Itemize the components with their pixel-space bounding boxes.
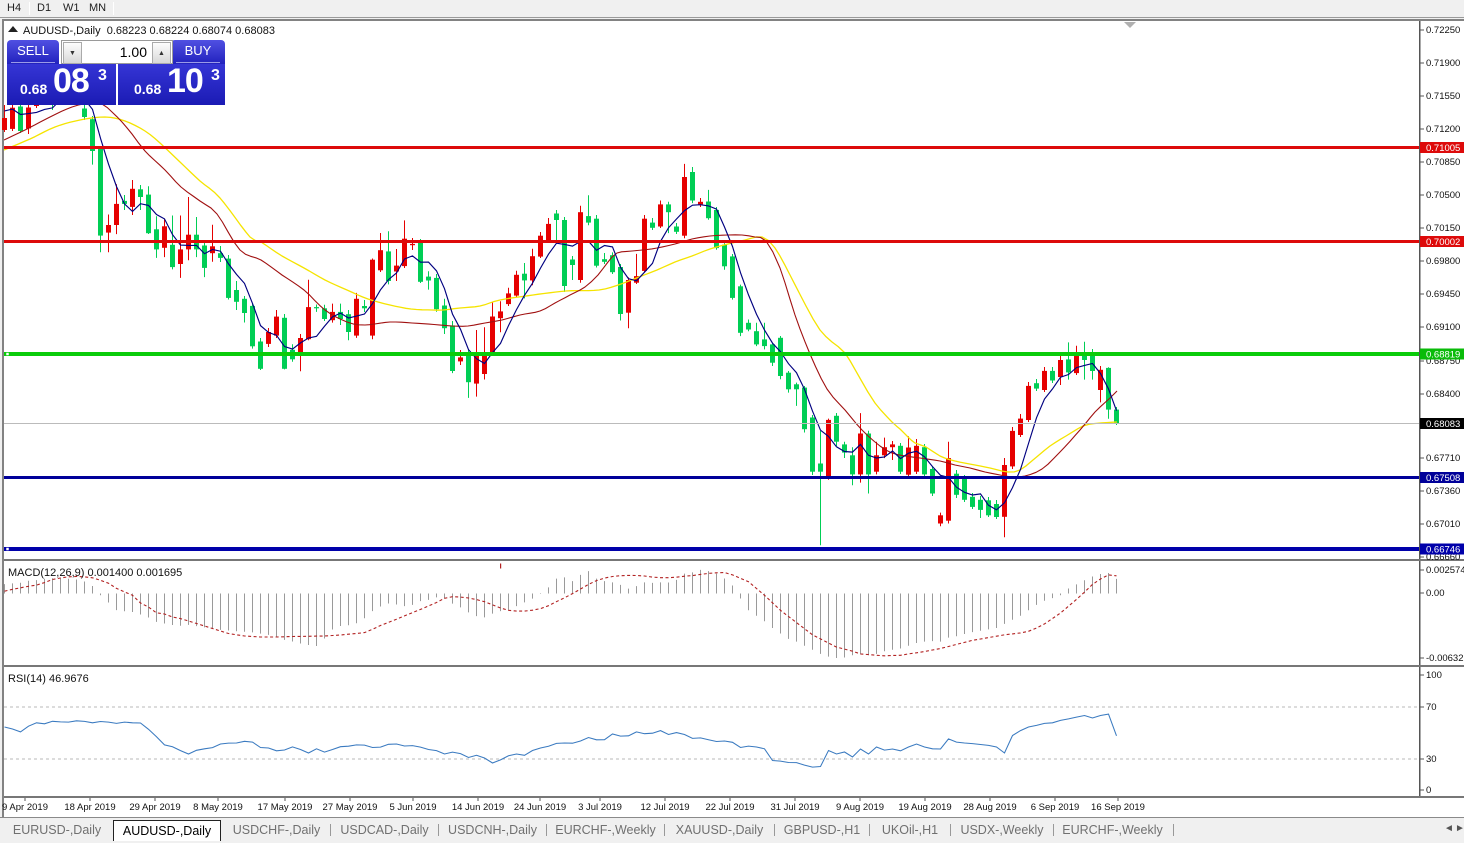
- svg-text:0.66746: 0.66746: [1426, 544, 1460, 555]
- svg-text:0.71900: 0.71900: [1426, 58, 1460, 69]
- svg-text:27 May 2019: 27 May 2019: [323, 802, 378, 813]
- svg-text:0.66660: 0.66660: [1426, 552, 1460, 563]
- svg-text:0.00: 0.00: [1426, 588, 1445, 599]
- svg-text:29 Apr 2019: 29 Apr 2019: [129, 802, 180, 813]
- svg-text:0.68083: 0.68083: [1426, 419, 1460, 430]
- svg-text:0.67360: 0.67360: [1426, 486, 1460, 497]
- svg-text:0.72250: 0.72250: [1426, 25, 1460, 36]
- svg-text:RSI(14) 46.9676: RSI(14) 46.9676: [8, 673, 89, 685]
- svg-text:18 Apr 2019: 18 Apr 2019: [64, 802, 115, 813]
- svg-text:0.70150: 0.70150: [1426, 223, 1460, 234]
- svg-text:24 Jun 2019: 24 Jun 2019: [514, 802, 566, 813]
- svg-text:22 Jul 2019: 22 Jul 2019: [705, 802, 754, 813]
- svg-text:0.67508: 0.67508: [1426, 473, 1460, 484]
- svg-text:0.70002: 0.70002: [1426, 237, 1460, 248]
- svg-text:30: 30: [1426, 754, 1437, 765]
- svg-text:0.71005: 0.71005: [1426, 143, 1460, 154]
- svg-text:8 May 2019: 8 May 2019: [193, 802, 243, 813]
- svg-text:9 Aug 2019: 9 Aug 2019: [836, 802, 884, 813]
- svg-text:-0.006326: -0.006326: [1426, 653, 1464, 664]
- svg-text:0.68819: 0.68819: [1426, 349, 1460, 360]
- svg-text:0.69450: 0.69450: [1426, 289, 1460, 300]
- svg-text:17 May 2019: 17 May 2019: [258, 802, 313, 813]
- svg-text:6 Sep 2019: 6 Sep 2019: [1031, 802, 1080, 813]
- svg-text:0.70850: 0.70850: [1426, 157, 1460, 168]
- svg-text:0.68750: 0.68750: [1426, 356, 1460, 367]
- svg-text:16 Sep 2019: 16 Sep 2019: [1091, 802, 1145, 813]
- svg-text:0.71200: 0.71200: [1426, 124, 1460, 135]
- svg-text:70: 70: [1426, 702, 1437, 713]
- svg-text:0.68400: 0.68400: [1426, 389, 1460, 400]
- svg-text:100: 100: [1426, 670, 1442, 681]
- svg-text:0.67710: 0.67710: [1426, 453, 1460, 464]
- svg-text:AUDUSD-,Daily 0.68223 0.68224: AUDUSD-,Daily 0.68223 0.68224 0.68074 0.…: [23, 25, 275, 37]
- svg-text:0.69800: 0.69800: [1426, 256, 1460, 267]
- svg-text:9 Apr 2019: 9 Apr 2019: [2, 802, 48, 813]
- svg-text:14 Jun 2019: 14 Jun 2019: [452, 802, 504, 813]
- svg-text:12 Jul 2019: 12 Jul 2019: [640, 802, 689, 813]
- svg-text:0.67010: 0.67010: [1426, 519, 1460, 530]
- svg-text:0: 0: [1426, 785, 1431, 796]
- svg-text:31 Jul 2019: 31 Jul 2019: [770, 802, 819, 813]
- svg-text:28 Aug 2019: 28 Aug 2019: [963, 802, 1016, 813]
- svg-text:0.70500: 0.70500: [1426, 190, 1460, 201]
- svg-text:0.71550: 0.71550: [1426, 91, 1460, 102]
- svg-text:0.69100: 0.69100: [1426, 322, 1460, 333]
- svg-text:3 Jul 2019: 3 Jul 2019: [578, 802, 622, 813]
- svg-text:MACD(12,26,9) 0.001400 0.00169: MACD(12,26,9) 0.001400 0.001695: [8, 567, 182, 579]
- svg-text:0.002574: 0.002574: [1426, 565, 1464, 576]
- svg-text:5 Jun 2019: 5 Jun 2019: [389, 802, 436, 813]
- svg-text:19 Aug 2019: 19 Aug 2019: [898, 802, 951, 813]
